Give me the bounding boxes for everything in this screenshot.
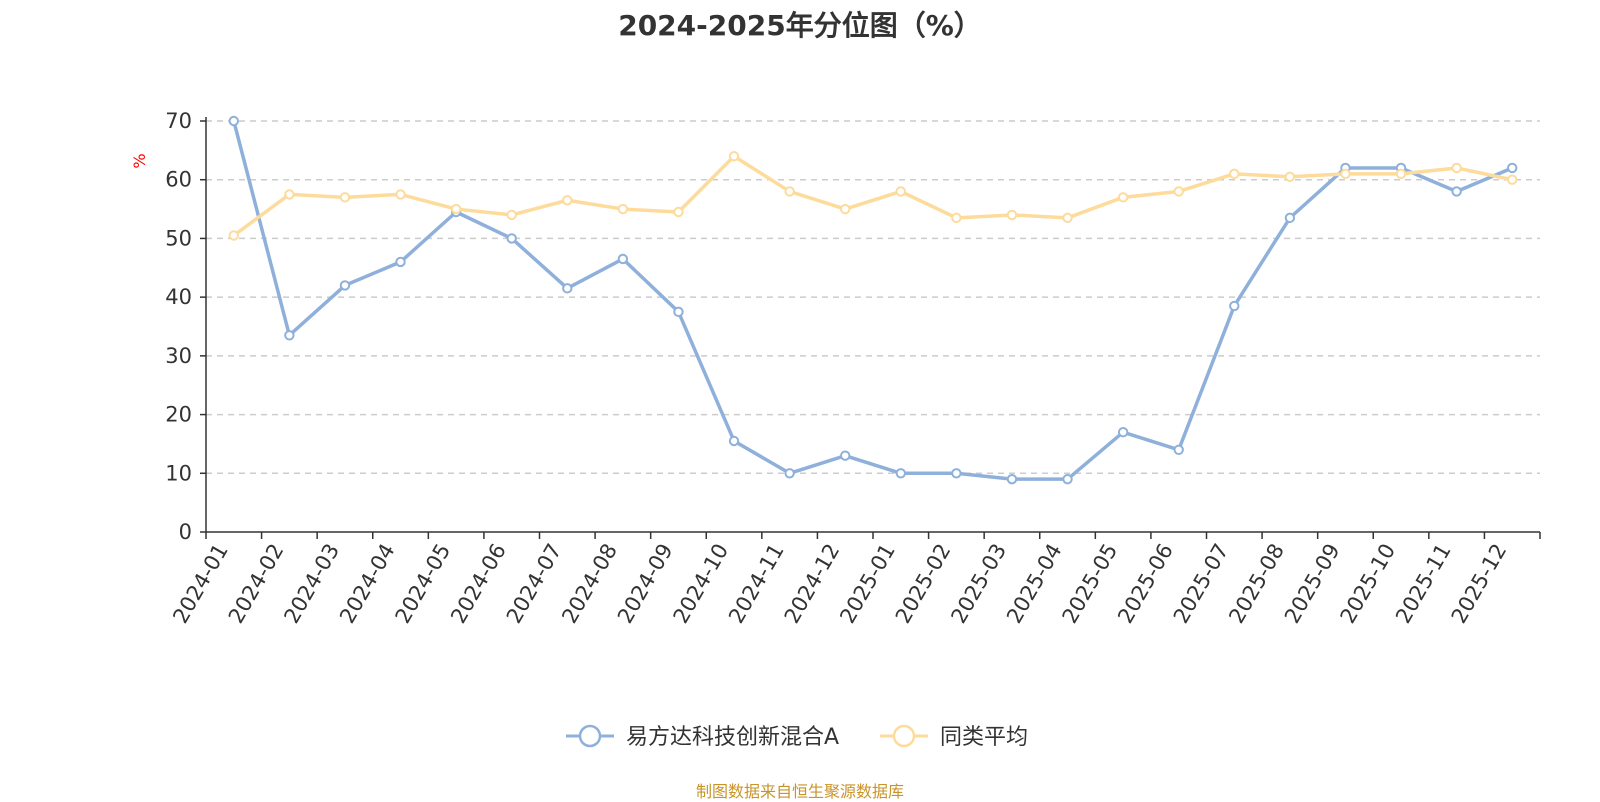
y-tick-label-40: 40 (165, 285, 192, 309)
x-tick-label-2024-03: 2024-03 (279, 540, 344, 628)
source-note: 制图数据来自恒生聚源数据库 (695, 782, 904, 801)
series-1-point-2025-11 (1451, 162, 1462, 174)
y-tick-label-60: 60 (165, 168, 192, 192)
series-1-point-2025-04 (1062, 212, 1073, 224)
y-tick-label-0: 0 (179, 520, 192, 544)
series-0-point-2024-12 (840, 450, 851, 461)
series-0-point-2024-11 (784, 468, 795, 479)
series-1-point-2024-07 (562, 195, 573, 206)
series-0-point-2024-01 (228, 115, 239, 127)
axes (200, 117, 1541, 539)
series-0-point-2025-07 (1229, 300, 1240, 312)
y-tick-label-10: 10 (165, 461, 192, 485)
series-1-point-2024-01 (228, 230, 239, 241)
y-tick-label-70: 70 (165, 109, 192, 133)
series-1-point-2025-08 (1284, 171, 1296, 182)
x-tick-label-2025-03: 2025-03 (946, 539, 1011, 627)
series-1-point-2025-07 (1229, 168, 1240, 180)
series-0-point-2024-06 (506, 233, 517, 244)
y-tick-labels: 0 10 20 30 40 50 60 70 (165, 109, 192, 544)
x-tick-label-2024-11: 2024-11 (724, 540, 789, 628)
x-tick-label-2024-01: 2024-01 (168, 540, 233, 628)
x-tick-label-2024-07: 2024-07 (502, 540, 567, 628)
series-1-point-2025-12 (1507, 174, 1518, 185)
x-tick-label-2025-06: 2025-06 (1113, 540, 1178, 628)
series-0-point-2024-02 (284, 330, 295, 341)
series-1-point-2024-02 (284, 189, 295, 200)
series-1-point-2024-05 (450, 203, 462, 215)
legend-label-1: 同类平均 (940, 725, 1028, 750)
series-1-point-2025-01 (895, 186, 906, 197)
y-tick-label-20: 20 (165, 403, 192, 427)
series-1-point-2025-09 (1340, 168, 1351, 180)
series-0-point-2024-03 (339, 280, 351, 291)
x-tick-label-2024-06: 2024-06 (446, 540, 511, 628)
series-0-point-2025-05 (1117, 426, 1129, 438)
legend-marker-0 (578, 724, 602, 748)
series-line-0 (232, 120, 1513, 481)
series-1-point-2024-06 (506, 209, 517, 221)
series-1-point-2025-03 (1006, 209, 1018, 221)
series-0 (228, 115, 1518, 485)
x-tick-label-2024-02: 2024-02 (224, 540, 289, 628)
x-tick-label-2025-10: 2025-10 (1336, 540, 1401, 628)
series-0-point-2024-09 (673, 306, 684, 318)
legend-item-0[interactable]: 易方达科技创新混合A (566, 724, 839, 750)
series-1-point-2024-09 (673, 206, 684, 218)
series-0-point-2025-11 (1451, 186, 1462, 197)
series-1-point-2025-10 (1395, 168, 1407, 180)
y-tick-label-30: 30 (165, 344, 192, 368)
legend-marker-1 (892, 724, 916, 748)
series-0-point-2025-03 (1006, 473, 1018, 485)
x-tick-label-2025-12: 2025-12 (1447, 540, 1512, 628)
x-tick-label-2025-07: 2025-07 (1169, 540, 1234, 628)
x-tick-label-2025-01: 2025-01 (835, 540, 900, 628)
series-1-point-2024-03 (339, 192, 351, 203)
series-1-point-2025-05 (1117, 192, 1129, 203)
series-0-point-2025-01 (895, 468, 906, 479)
series-1-point-2024-10 (728, 151, 740, 162)
series-1-point-2024-12 (840, 203, 851, 215)
series-0-point-2024-04 (395, 256, 406, 268)
chart-title: 2024-2025年分位图（%） (618, 9, 982, 42)
series-0-point-2025-02 (951, 468, 962, 479)
series-0-point-2024-07 (562, 283, 573, 294)
series-line-1 (232, 154, 1513, 237)
legend-item-1[interactable]: 同类平均 (880, 724, 1028, 750)
series-1-point-2025-06 (1173, 186, 1184, 197)
legend-label-0: 易方达科技创新混合A (626, 725, 839, 750)
x-tick-label-2025-04: 2025-04 (1002, 540, 1067, 628)
series-0-point-2025-08 (1284, 212, 1296, 224)
series-1-point-2024-08 (617, 203, 629, 215)
y-axis-label: % (130, 153, 149, 168)
series-0-point-2024-10 (728, 435, 740, 447)
series-1-point-2025-02 (951, 212, 962, 224)
series-0-point-2025-12 (1507, 162, 1518, 174)
y-tick-label-50: 50 (165, 226, 192, 250)
x-tick-label-2025-02: 2025-02 (891, 540, 956, 628)
series-0-point-2025-04 (1062, 473, 1073, 485)
series-0-point-2024-08 (617, 253, 629, 265)
x-tick-label-2024-05: 2024-05 (391, 540, 456, 628)
x-tick-label-2024-04: 2024-04 (335, 540, 400, 628)
x-tick-label-2024-10: 2024-10 (669, 540, 734, 628)
series-1 (228, 151, 1518, 241)
x-tick-label-2025-08: 2025-08 (1224, 540, 1289, 628)
x-tick-label-2024-12: 2024-12 (780, 540, 845, 628)
x-tick-label-2024-09: 2024-09 (613, 540, 678, 628)
legend[interactable]: 易方达科技创新混合A 同类平均 (566, 724, 1028, 750)
series-0-point-2025-06 (1173, 444, 1184, 455)
x-tick-label-2024-08: 2024-08 (557, 540, 622, 628)
x-tick-labels: 2024-012024-022024-032024-042024-052024-… (168, 539, 1511, 627)
series (228, 115, 1518, 485)
x-tick-label-2025-11: 2025-11 (1391, 540, 1456, 628)
series-1-point-2024-11 (784, 186, 795, 197)
x-tick-label-2025-09: 2025-09 (1280, 540, 1345, 628)
x-tick-label-2025-05: 2025-05 (1058, 540, 1123, 628)
series-1-point-2024-04 (395, 189, 406, 200)
